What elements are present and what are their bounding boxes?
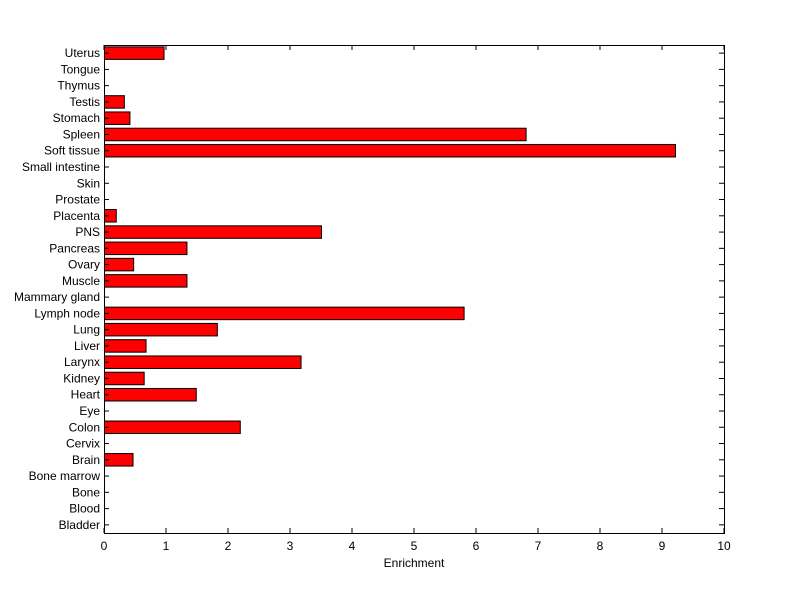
x-tick-label: 9 — [659, 539, 666, 553]
y-tick-label: Testis — [69, 95, 100, 109]
y-tick-label: Muscle — [62, 274, 100, 288]
plot-frame — [104, 45, 725, 534]
y-tick-label: Larynx — [64, 355, 100, 369]
x-axis-label: Enrichment — [384, 556, 445, 570]
y-tick-label: Small intestine — [22, 160, 100, 174]
x-tick-label: 0 — [101, 539, 108, 553]
y-ticks-group: Bladder Blood Bone Bone marrow Brain Cervix Co… — [14, 46, 724, 532]
y-tick-label: Eye — [79, 404, 100, 418]
x-tick-label: 7 — [535, 539, 542, 553]
bar — [104, 274, 188, 288]
y-tick-label: Bone — [72, 485, 100, 499]
y-tick-label: Brain — [72, 453, 100, 467]
x-tick-label: 4 — [349, 539, 356, 553]
bar — [104, 322, 218, 337]
bar — [104, 306, 465, 321]
y-tick-label: Stomach — [53, 111, 100, 125]
y-tick-label: PNS — [75, 225, 100, 239]
y-tick-label: Tongue — [61, 62, 101, 76]
y-tick-label: Thymus — [57, 79, 100, 93]
x-tick-label: 6 — [473, 539, 480, 553]
bar — [104, 225, 322, 239]
y-tick-label: Uterus — [65, 46, 100, 60]
bar — [104, 339, 147, 353]
y-tick-label: Colon — [69, 420, 100, 434]
x-tick-label: 3 — [287, 539, 294, 553]
y-tick-label: Cervix — [66, 437, 100, 451]
y-tick-label: Kidney — [63, 371, 100, 385]
y-tick-label: Placenta — [53, 209, 100, 223]
x-tick-label: 8 — [597, 539, 604, 553]
x-tick-label: 1 — [163, 539, 170, 553]
y-tick-label: Ovary — [68, 258, 100, 272]
y-tick-label: Skin — [77, 176, 100, 190]
bar — [104, 127, 527, 142]
bar — [104, 143, 677, 158]
bar — [104, 420, 241, 435]
bar — [104, 241, 188, 256]
x-tick-label: 10 — [717, 539, 731, 553]
y-tick-label: Soft tissue — [44, 144, 100, 158]
y-tick-label: Lymph node — [34, 306, 100, 320]
y-tick-label: Mammary gland — [14, 290, 100, 304]
bar — [104, 371, 145, 386]
y-tick-label: Prostate — [55, 193, 100, 207]
x-tick-label: 2 — [225, 539, 232, 553]
x-tick-label: 5 — [411, 539, 418, 553]
bar — [104, 387, 197, 402]
bar — [104, 46, 165, 60]
bar — [104, 355, 302, 369]
y-tick-label: Bone marrow — [29, 469, 101, 483]
y-tick-label: Heart — [71, 388, 101, 402]
y-tick-label: Spleen — [63, 127, 100, 141]
y-tick-label: Lung — [73, 323, 100, 337]
y-tick-label: Bladder — [59, 518, 100, 532]
y-tick-label: Pancreas — [49, 241, 100, 255]
y-tick-label: Liver — [74, 339, 100, 353]
y-tick-label: Blood — [69, 502, 100, 516]
